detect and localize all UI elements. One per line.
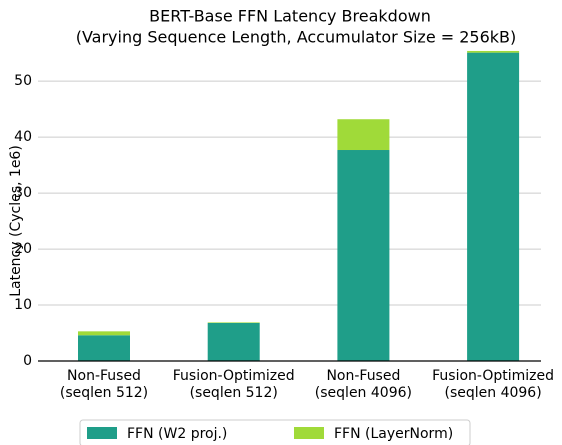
y-tick-label: 50 (14, 73, 32, 89)
legend-label: FFN (LayerNorm) (334, 426, 453, 442)
legend-swatch (294, 427, 324, 439)
bar-segment (467, 50, 520, 53)
x-tick-label: (seqlen 512) (190, 385, 278, 401)
bar-segment (78, 335, 130, 361)
chart-title: BERT-Base FFN Latency Breakdown (149, 7, 431, 26)
x-tick-label: Non-Fused (326, 368, 400, 384)
x-tick-label: Fusion-Optimized (432, 368, 554, 384)
y-tick-label: 40 (14, 129, 32, 145)
y-tick-label: 30 (14, 185, 32, 201)
chart-subtitle: (Varying Sequence Length, Accumulator Si… (76, 28, 517, 47)
bar-segment (337, 119, 390, 151)
y-axis-label: Latency (Cycles, 1e6) (8, 145, 24, 297)
legend-swatch (87, 427, 117, 439)
x-tick-label: (seqlen 4096) (315, 385, 412, 401)
legend-label: FFN (W2 proj.) (127, 426, 227, 442)
y-tick-label: 0 (23, 353, 32, 369)
bar-segment (467, 52, 520, 362)
bar-segment (78, 331, 130, 336)
x-tick-label: (seqlen 512) (60, 385, 148, 401)
x-tick-label: Fusion-Optimized (173, 368, 295, 384)
y-tick-label: 10 (14, 297, 32, 313)
y-tick-label: 20 (14, 241, 32, 257)
bar-segment (337, 150, 390, 361)
bar-segment (207, 322, 260, 361)
legend-box (79, 419, 471, 445)
x-tick-label: (seqlen 4096) (445, 385, 542, 401)
bar-segment (207, 322, 260, 323)
x-tick-label: Non-Fused (67, 368, 141, 384)
